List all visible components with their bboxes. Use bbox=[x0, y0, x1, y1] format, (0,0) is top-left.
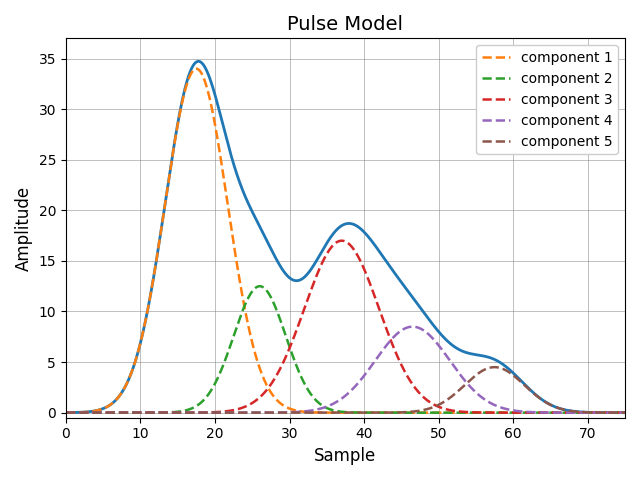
component 5 bbox=[621, 410, 629, 416]
Title: Pulse Model: Pulse Model bbox=[287, 15, 403, 34]
component 3 bbox=[338, 238, 346, 243]
component 1 bbox=[319, 410, 327, 416]
component 2 bbox=[62, 410, 70, 416]
component 2 bbox=[621, 410, 629, 416]
component 3 bbox=[605, 410, 612, 416]
component 3 bbox=[62, 410, 70, 416]
component 4 bbox=[91, 410, 99, 416]
component 4 bbox=[319, 405, 327, 411]
component 5 bbox=[319, 410, 327, 416]
component 2 bbox=[334, 408, 342, 414]
Y-axis label: Amplitude: Amplitude bbox=[15, 185, 33, 271]
component 1 bbox=[502, 410, 510, 416]
component 2 bbox=[605, 410, 612, 416]
X-axis label: Sample: Sample bbox=[314, 447, 376, 465]
component 1 bbox=[91, 408, 99, 414]
component 2 bbox=[319, 403, 327, 409]
component 1 bbox=[605, 410, 612, 416]
component 1 bbox=[62, 410, 70, 416]
component 3 bbox=[502, 410, 510, 416]
component 4 bbox=[621, 410, 629, 416]
Line: component 1: component 1 bbox=[66, 69, 625, 413]
component 4 bbox=[605, 410, 613, 416]
Legend: component 1, component 2, component 3, component 4, component 5: component 1, component 2, component 3, c… bbox=[476, 45, 618, 154]
component 5 bbox=[91, 410, 99, 416]
component 4 bbox=[408, 324, 416, 330]
component 1 bbox=[621, 410, 629, 416]
Line: component 2: component 2 bbox=[66, 286, 625, 413]
component 4 bbox=[334, 398, 342, 404]
component 4 bbox=[502, 406, 510, 412]
component 3 bbox=[605, 410, 613, 416]
component 2 bbox=[502, 410, 510, 416]
component 1 bbox=[193, 66, 200, 72]
component 5 bbox=[605, 410, 612, 416]
component 1 bbox=[605, 410, 613, 416]
component 4 bbox=[605, 410, 612, 416]
component 5 bbox=[502, 368, 510, 373]
component 3 bbox=[91, 410, 99, 416]
component 5 bbox=[62, 410, 70, 416]
component 3 bbox=[334, 239, 342, 244]
component 2 bbox=[256, 283, 264, 289]
component 1 bbox=[334, 410, 342, 416]
component 5 bbox=[334, 410, 342, 416]
component 3 bbox=[319, 258, 327, 264]
component 2 bbox=[605, 410, 613, 416]
component 4 bbox=[62, 410, 70, 416]
component 5 bbox=[491, 364, 499, 370]
Line: component 3: component 3 bbox=[66, 240, 625, 413]
component 5 bbox=[605, 410, 613, 416]
component 2 bbox=[91, 410, 99, 416]
component 3 bbox=[621, 410, 629, 416]
Line: component 4: component 4 bbox=[66, 327, 625, 413]
Line: component 5: component 5 bbox=[66, 367, 625, 413]
